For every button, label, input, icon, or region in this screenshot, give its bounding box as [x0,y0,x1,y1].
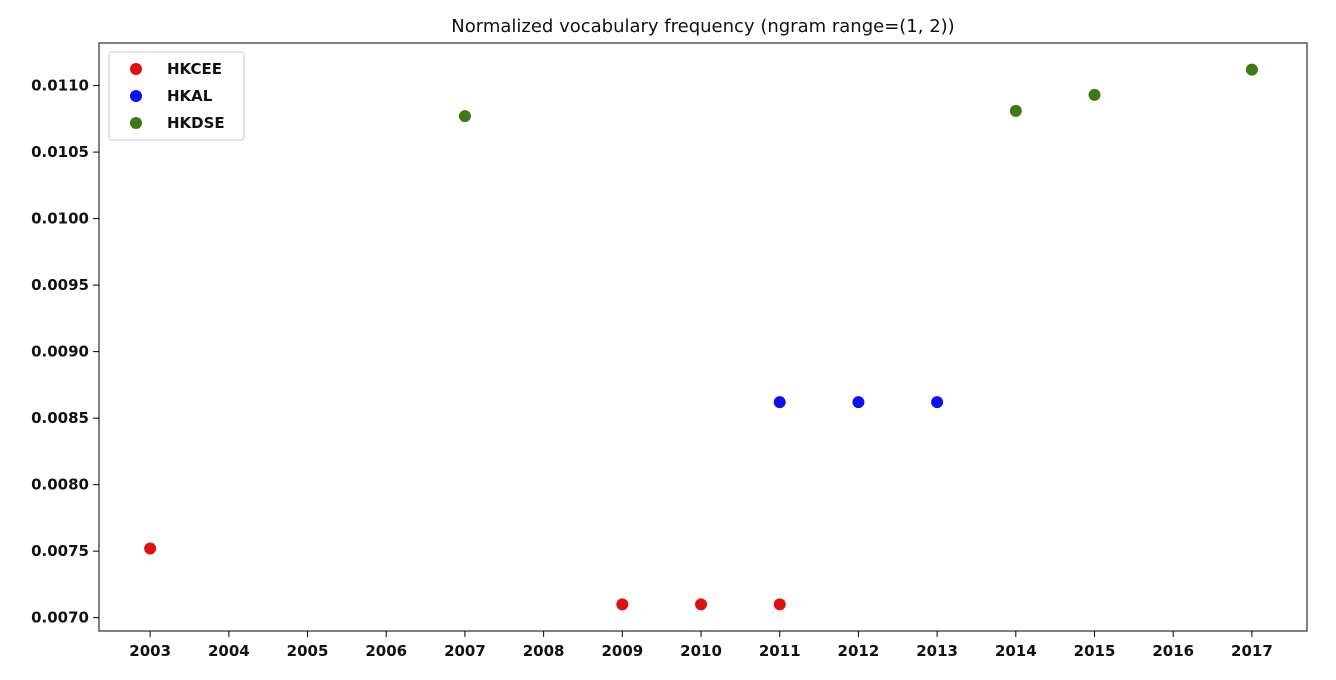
point-hkdse-2017 [1245,63,1258,76]
y-tick-label: 0.0075 [31,542,89,560]
y-axis: 0.0070 0.0075 0.0080 0.0085 0.0090 0.0095 0.01… [31,77,99,627]
legend-label-hkdse: HKDSE [167,114,225,132]
point-hkcee-2010 [695,598,708,611]
y-tick-label: 0.0105 [31,143,89,161]
x-tick-label: 2014 [995,642,1037,660]
point-hkdse-2015 [1088,88,1101,101]
x-tick-label: 2010 [680,642,722,660]
point-hkal-2012 [852,396,865,409]
point-hkcee-2011 [773,598,786,611]
point-hkal-2011 [773,396,786,409]
x-axis: 2003 2004 2005 2006 2007 2008 2009 2010 2011 2012… [129,631,1273,660]
point-hkdse-2014 [1009,104,1022,117]
y-tick-label: 0.0080 [31,476,89,494]
x-tick-label: 2016 [1152,642,1194,660]
y-tick-label: 0.0070 [31,609,89,627]
point-hkal-2013 [931,396,944,409]
y-tick-label: 0.0090 [31,343,89,361]
legend-marker-hkdse [130,117,142,129]
x-tick-label: 2003 [129,642,171,660]
chart-title: Normalized vocabulary frequency (ngram r… [451,16,954,37]
x-tick-label: 2009 [601,642,643,660]
legend-label-hkcee: HKCEE [167,60,222,78]
x-tick-label: 2006 [365,642,407,660]
legend-box [108,51,245,141]
x-tick-label: 2015 [1074,642,1116,660]
y-tick-label: 0.0110 [31,77,89,95]
x-tick-label: 2011 [759,642,801,660]
legend-label-hkal: HKAL [167,87,213,105]
x-tick-label: 2017 [1231,642,1273,660]
y-tick-label: 0.0100 [31,210,89,228]
x-tick-label: 2013 [916,642,958,660]
x-tick-label: 2008 [523,642,565,660]
point-hkcee-2009 [616,598,629,611]
plot-area [98,42,1308,632]
point-hkdse-2007 [458,110,471,123]
x-tick-label: 2007 [444,642,486,660]
legend-marker-hkal [130,90,142,102]
data-points [144,63,1258,611]
legend: HKCEE HKAL HKDSE [108,51,245,141]
y-tick-label: 0.0085 [31,409,89,427]
legend-marker-hkcee [130,63,142,75]
x-tick-label: 2012 [838,642,880,660]
x-tick-label: 2004 [208,642,250,660]
y-tick-label: 0.0095 [31,276,89,294]
point-hkcee-2003 [144,542,157,555]
x-tick-label: 2005 [287,642,329,660]
